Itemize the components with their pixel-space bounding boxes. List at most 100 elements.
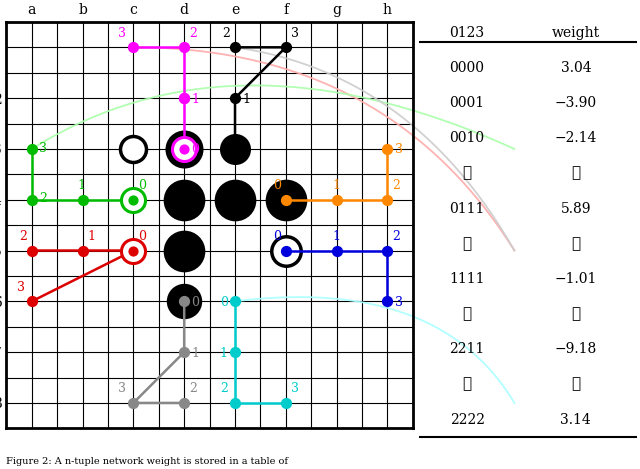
Point — [230, 399, 240, 407]
Text: 0000: 0000 — [449, 61, 484, 75]
Text: 1111: 1111 — [449, 272, 485, 286]
Point — [179, 348, 189, 356]
Text: ⋮: ⋮ — [572, 166, 580, 181]
Text: 1: 1 — [77, 179, 86, 192]
Point — [230, 348, 240, 356]
Text: 1: 1 — [191, 93, 200, 106]
Text: 0111: 0111 — [449, 202, 484, 216]
Point — [281, 399, 291, 407]
Text: weight: weight — [552, 26, 600, 40]
Point — [281, 247, 291, 254]
Text: 0: 0 — [191, 296, 200, 309]
Point — [230, 145, 240, 153]
Point — [128, 196, 138, 204]
Point — [382, 145, 392, 153]
Text: 1: 1 — [333, 230, 340, 243]
Text: 2: 2 — [222, 27, 230, 39]
Text: 3: 3 — [118, 382, 126, 395]
Point — [128, 399, 138, 407]
Text: 3: 3 — [39, 143, 47, 155]
Text: −2.14: −2.14 — [555, 131, 597, 145]
Text: 0: 0 — [138, 230, 147, 243]
Point — [281, 247, 291, 254]
Text: 2: 2 — [19, 230, 27, 243]
Text: 0: 0 — [191, 144, 200, 157]
Point — [27, 247, 37, 254]
Point — [27, 145, 37, 153]
Text: 2211: 2211 — [449, 342, 484, 356]
Text: 1: 1 — [242, 93, 250, 106]
Text: 2222: 2222 — [449, 413, 484, 427]
Text: 2: 2 — [392, 179, 401, 192]
Text: −1.01: −1.01 — [555, 272, 597, 286]
Point — [332, 247, 342, 254]
Point — [179, 247, 189, 254]
Point — [332, 196, 342, 204]
Text: 0: 0 — [242, 144, 250, 157]
Text: 3: 3 — [291, 27, 299, 39]
Text: 3: 3 — [118, 27, 126, 39]
Text: ⋮: ⋮ — [572, 307, 580, 321]
Point — [27, 196, 37, 204]
Point — [382, 247, 392, 254]
Point — [128, 145, 138, 153]
Point — [128, 247, 138, 254]
Text: 1: 1 — [191, 347, 200, 360]
Point — [230, 297, 240, 305]
Text: 0: 0 — [220, 296, 228, 309]
Point — [179, 297, 189, 305]
Point — [179, 399, 189, 407]
Text: 3.14: 3.14 — [561, 413, 591, 427]
Text: 3: 3 — [291, 382, 299, 395]
Point — [179, 145, 189, 153]
Text: 0: 0 — [138, 179, 147, 192]
Point — [281, 196, 291, 204]
Point — [382, 196, 392, 204]
Text: 2: 2 — [189, 382, 197, 395]
Text: ⋮: ⋮ — [463, 166, 472, 181]
Text: 5.89: 5.89 — [561, 202, 591, 216]
Point — [179, 44, 189, 51]
Text: −3.90: −3.90 — [555, 96, 597, 110]
Text: ⋮: ⋮ — [572, 378, 580, 392]
Text: Figure 2: A n-tuple network weight is stored in a table of: Figure 2: A n-tuple network weight is st… — [6, 457, 289, 466]
Point — [179, 145, 189, 153]
Text: 1: 1 — [220, 347, 228, 360]
Text: 0: 0 — [273, 230, 281, 243]
Text: 3: 3 — [395, 144, 403, 157]
Point — [230, 196, 240, 204]
Point — [179, 297, 189, 305]
Text: 0001: 0001 — [449, 96, 484, 110]
Text: 1: 1 — [333, 179, 340, 192]
Point — [179, 196, 189, 204]
Point — [128, 196, 138, 204]
Point — [281, 44, 291, 51]
Text: 3: 3 — [17, 280, 24, 294]
Point — [179, 94, 189, 102]
Text: 2: 2 — [220, 382, 228, 395]
Text: 2: 2 — [392, 230, 401, 243]
Point — [128, 247, 138, 254]
Text: 0: 0 — [273, 179, 281, 192]
Text: −9.18: −9.18 — [555, 342, 597, 356]
Text: 3: 3 — [395, 296, 403, 309]
Point — [27, 297, 37, 305]
Text: ⋮: ⋮ — [463, 237, 472, 251]
Text: 0123: 0123 — [449, 26, 484, 40]
Text: ⋮: ⋮ — [572, 237, 580, 251]
Text: 0010: 0010 — [449, 131, 484, 145]
Text: 2: 2 — [189, 27, 197, 39]
Point — [230, 44, 240, 51]
Point — [179, 145, 189, 153]
Point — [230, 94, 240, 102]
Point — [382, 297, 392, 305]
Point — [281, 196, 291, 204]
Point — [230, 145, 240, 153]
Point — [128, 44, 138, 51]
Text: ⋮: ⋮ — [463, 307, 472, 321]
Text: 3.04: 3.04 — [561, 61, 591, 75]
Text: ⋮: ⋮ — [463, 378, 472, 392]
Text: 2: 2 — [39, 192, 47, 205]
Text: 1: 1 — [88, 230, 96, 243]
Point — [77, 247, 88, 254]
